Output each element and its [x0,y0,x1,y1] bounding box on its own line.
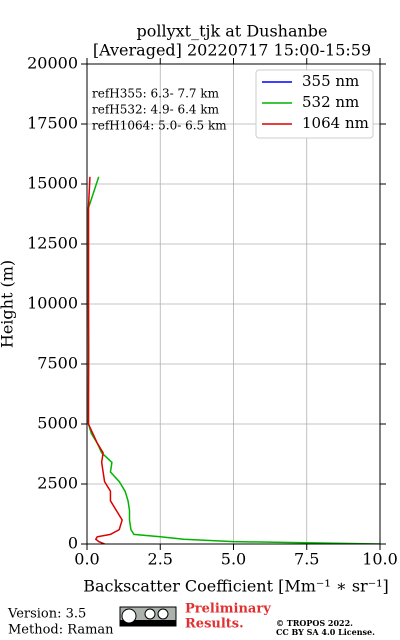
y-tick-label: 15000 [27,174,78,193]
x-tick-label: 7.5 [294,550,319,569]
x-tick-label: 5.0 [221,550,246,569]
y-tick-label: 17500 [27,114,78,133]
plot-frame [86,63,381,545]
profile-line [87,176,380,544]
y-tick-label: 10000 [27,294,78,313]
legend-label: 355 nm [302,72,359,90]
x-tick-label: 2.5 [148,550,173,569]
y-tick-label: 20000 [27,54,78,73]
x-axis-label: Backscatter Coefficient [Mm⁻¹ ∗ sr⁻¹] [83,577,389,596]
chart-title: pollyxt_tjk at Dushanbe [136,22,327,41]
y-tick-label: 7500 [37,354,78,373]
y-tick-label: 0 [68,534,78,553]
copyright: © TROPOS 2022. [276,618,353,628]
profile-line [87,176,123,544]
legend-box [255,69,374,139]
x-tick-label: 0.0 [74,550,99,569]
y-tick-label: 5000 [37,414,78,433]
method: Method: Raman [8,623,114,638]
copyright: CC BY SA 4.0 License. [276,627,375,637]
annotation: refH355: 6.3- 7.7 km [92,87,220,101]
annotation: refH1064: 5.0- 6.5 km [92,119,227,133]
cc-logo [119,606,177,627]
legend-label: 1064 nm [302,114,369,132]
version: Version: 3.5 [7,607,86,622]
preliminary: Preliminary [185,602,271,617]
chart-title: [Averaged] 20220717 15:00-15:59 [93,41,371,60]
y-tick-label: 2500 [37,474,78,493]
y-tick-label: 12500 [27,234,78,253]
y-axis-label: Height (m) [0,260,17,348]
x-tick-label: 10.0 [362,550,398,569]
preliminary: Results. [185,617,244,632]
annotation: refH532: 4.9- 6.4 km [92,103,220,117]
legend-label: 532 nm [302,93,359,111]
